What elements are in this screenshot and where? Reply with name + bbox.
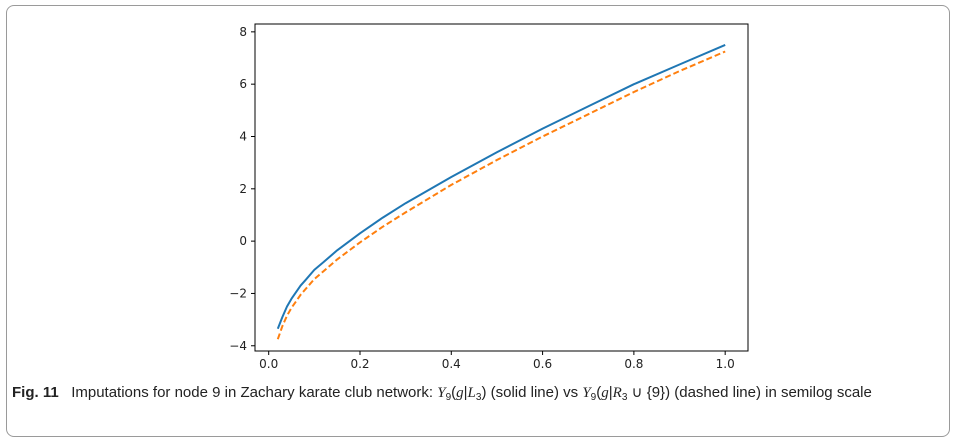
expression-solid: Y9(g|L3) [437,384,487,403]
x-tick-label: 0.0 [259,357,278,371]
y-tick-label: 4 [239,129,247,143]
caption-solid-desc: (solid line) vs [490,384,579,401]
x-tick-label: 1.0 [716,357,735,371]
figure-caption: Fig. 11 Imputations for node 9 in Zachar… [12,382,942,404]
y-tick-label: 0 [239,234,247,248]
plot-area-border [254,23,749,352]
caption-dashed-desc: (dashed line) in semilog scale [674,384,872,401]
y-tick-label: −2 [229,286,247,300]
y-tick-label: 2 [239,182,247,196]
x-tick-label: 0.6 [533,357,552,371]
x-tick-label: 0.8 [624,357,643,371]
caption-intro: Imputations for node 9 in Zachary karate… [71,384,434,401]
y-tick-label: −4 [229,339,247,353]
x-tick-label: 0.4 [442,357,461,371]
y-tick-label: 6 [239,77,247,91]
expression-dashed: Y9(g|R3 ∪ {9}) [582,384,671,403]
x-tick-label: 0.2 [350,357,369,371]
y-tick-label: 8 [239,25,247,39]
series-line-solid [276,43,726,330]
figure-label: Fig. 11 [12,384,59,401]
figure-frame [6,5,950,437]
series-line-dashed [276,50,726,340]
